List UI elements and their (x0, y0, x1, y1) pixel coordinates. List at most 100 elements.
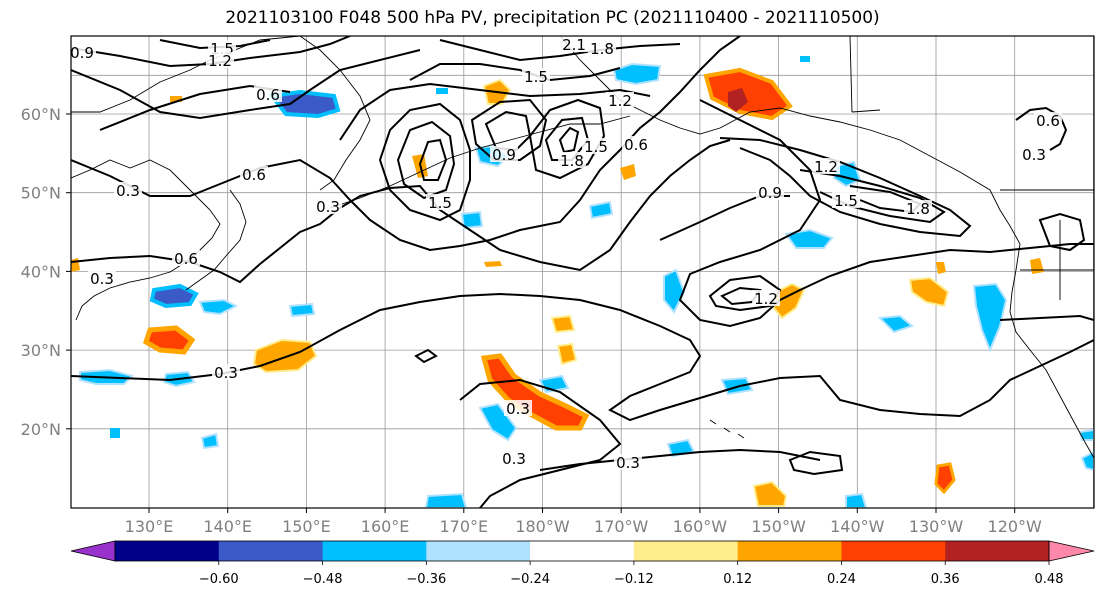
lat-tick-label: 60°N (21, 105, 61, 124)
pv-contour (396, 120, 456, 200)
lat-tick-label: 20°N (21, 420, 61, 439)
lon-tick-label: 130°W (909, 517, 964, 536)
lon-tick-label: 160°W (673, 517, 728, 536)
precip-patch-negative (436, 88, 448, 94)
precip-patch-negative (612, 62, 662, 86)
colorbar-tick-label: −0.60 (199, 572, 239, 587)
precip-patch-positive (480, 353, 590, 431)
contour-label: 0.3 (1022, 146, 1046, 164)
colorbar-tick-label: −0.12 (614, 572, 654, 587)
precip-patch-negative (845, 492, 868, 508)
contour-label: 0.6 (624, 136, 648, 154)
lon-tick-label: 170°W (594, 517, 649, 536)
contour-label: 1.5 (428, 194, 452, 212)
contour-label: 1.5 (524, 68, 548, 86)
contour-label-bg (904, 200, 932, 216)
precip-patch-positive (620, 164, 636, 180)
precip-patch-positive (908, 276, 950, 308)
contour-label-bg (522, 68, 550, 84)
contour-label: 0.6 (256, 86, 280, 104)
contour-label-bg (606, 92, 634, 108)
precip-patch-negative (1080, 450, 1094, 472)
contour-label: 1.5 (834, 192, 858, 210)
contour-label-bg (426, 194, 454, 210)
contour-label-bg (172, 250, 200, 266)
pv-contour (71, 49, 421, 120)
lon-tick-label: 170°E (439, 517, 488, 536)
contour-label: 1.2 (608, 92, 632, 110)
contour-label: 1.2 (208, 52, 232, 70)
pv-contour (71, 139, 731, 284)
colorbar-extend-max (1048, 540, 1095, 562)
contour-label: 0.9 (758, 184, 782, 202)
pv-contour (71, 36, 741, 252)
lon-tick-label: 140°W (830, 517, 885, 536)
pv-contour (1038, 212, 1086, 252)
precip-patch-negative (149, 283, 199, 309)
colorbar-bin (322, 541, 427, 561)
pv-contour (339, 82, 651, 141)
colorbar-bin (530, 541, 635, 561)
contour-label: 0.3 (214, 364, 238, 382)
contour-label: 1.2 (754, 290, 778, 308)
lon-tick-label: 160°E (361, 517, 410, 536)
latitude-ticks: 60°N 50°N 40°N 30°N 20°N (21, 105, 71, 439)
colorbar-bin (115, 541, 220, 561)
colorbar-bin (841, 541, 946, 561)
precip-patch-strong (728, 88, 748, 112)
pv-contour (999, 314, 1094, 321)
precip-patch-negative (588, 200, 614, 220)
contour-label-bg (832, 192, 860, 208)
contour-label-bg (212, 364, 240, 380)
colorbar-bin (633, 541, 739, 561)
colorbar-tick-label: −0.36 (406, 572, 446, 587)
precip-patch-negative (800, 56, 810, 62)
contour-label: 0.9 (492, 146, 516, 164)
contour-label-bg (812, 158, 840, 174)
contour-label: 1.8 (906, 200, 930, 218)
precip-patch-negative (877, 314, 915, 334)
precip-patch-positive (703, 67, 793, 121)
contour-label-bg (1034, 112, 1062, 128)
map-background (71, 36, 1094, 508)
lon-tick-label: 130°E (125, 517, 174, 536)
lon-tick-label: 150°E (282, 517, 331, 536)
precip-patch-negative (200, 432, 220, 450)
lat-tick-label: 50°N (21, 184, 61, 203)
pv-contour (558, 126, 580, 154)
precip-patch-negative (1078, 428, 1094, 441)
precip-patch-negative (268, 89, 341, 119)
precip-patch-negative (198, 298, 239, 316)
colorbar-tick-label: 0.12 (723, 572, 752, 587)
precip-patch-positive (936, 262, 946, 274)
contour-label: 0.3 (616, 454, 640, 472)
colorbar-bin (945, 541, 1050, 561)
contour-label: 1.8 (560, 152, 584, 170)
contour-label-bg (752, 290, 780, 306)
contour-label: 1.2 (814, 158, 838, 176)
precip-patch-positive (752, 480, 788, 507)
pv-contour (439, 39, 681, 62)
contour-label-bg (68, 44, 96, 60)
precip-patch-positive (934, 462, 956, 495)
colorbar-bin (426, 541, 531, 561)
precip-patch-negative (663, 268, 686, 314)
pv-contour (528, 98, 606, 180)
precip-patch-negative (288, 302, 316, 318)
coastline-japan (185, 189, 247, 291)
pv-contour (799, 169, 946, 224)
map-frame (70, 35, 1095, 509)
lon-tick-label: 140°E (203, 517, 252, 536)
precip-patch-negative (784, 228, 834, 249)
colorbar-bin (737, 541, 842, 561)
colorbar-tick-label: −0.24 (510, 572, 550, 587)
contour-label-bg (756, 184, 784, 200)
precip-patch-negative (110, 428, 120, 438)
lon-tick-label: 120°W (988, 517, 1043, 536)
contour-label-bg (588, 40, 616, 56)
coastline-hawaii (709, 419, 745, 439)
contour-label-bg (206, 52, 234, 68)
colorbar-frame (114, 540, 1050, 562)
pv-contour (71, 292, 1094, 422)
